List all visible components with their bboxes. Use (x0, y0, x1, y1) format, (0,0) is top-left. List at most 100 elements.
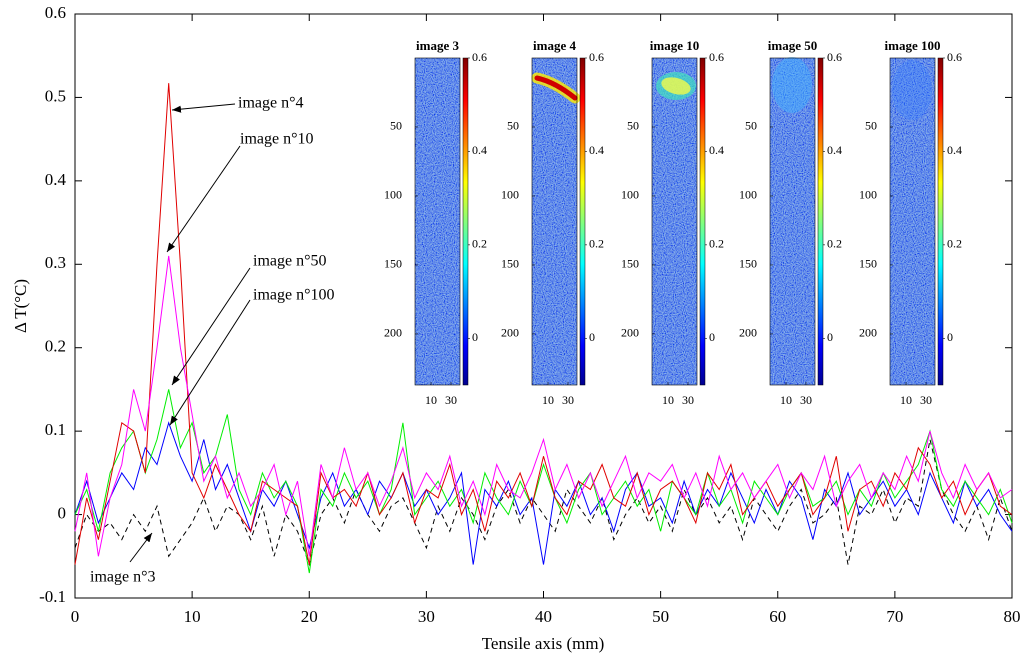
annotation-arrow (169, 299, 251, 426)
inset-y-tick-label: 200 (384, 326, 402, 340)
inset-y-tick-label: 150 (621, 257, 639, 271)
inset-frame (651, 57, 698, 386)
inset-y-tick-label: 100 (859, 188, 877, 202)
annotation-arrow (171, 267, 251, 386)
inset-x-tick-label: 30 (920, 393, 932, 407)
inset-y-tick-label: 150 (859, 257, 877, 271)
colorbar-tick-label: 0 (472, 330, 478, 344)
inset-title: image 10 (650, 38, 699, 53)
colorbar (699, 57, 706, 386)
colorbar-tick-label: 0.6 (709, 50, 724, 64)
inset-y-tick-label: 100 (739, 188, 757, 202)
inset-title: image 100 (885, 38, 941, 53)
annotation-arrow (166, 145, 241, 253)
inset-y-tick-label: 50 (745, 119, 757, 133)
x-axis-label: Tensile axis (mm) (482, 634, 605, 653)
colorbar-tick-label: 0.2 (827, 237, 842, 251)
inset-y-tick-label: 100 (384, 188, 402, 202)
y-tick-label: 0.4 (45, 170, 67, 189)
annotation: image n°100 (253, 287, 335, 304)
x-tick-label: 40 (535, 607, 552, 626)
colorbar (579, 57, 586, 386)
annotation: image n°4 (238, 95, 304, 112)
inset-x-tick-label: 30 (445, 393, 457, 407)
colorbar-tick-label: 0 (589, 330, 595, 344)
annotation-arrow (129, 532, 153, 563)
colorbar-tick-label: 0.6 (947, 50, 962, 64)
inset-y-tick-label: 50 (507, 119, 519, 133)
inset-y-tick-label: 50 (390, 119, 402, 133)
annotation-arrow (171, 103, 236, 113)
y-tick-label: 0.1 (45, 420, 66, 439)
inset-x-tick-label: 10 (542, 393, 554, 407)
inset: image 100 50 100 150 200 10 30 0 0.2 0.4 0.6 (859, 38, 962, 407)
inset-x-tick-label: 10 (425, 393, 437, 407)
inset: image 50 50 100 150 200 10 30 0 0.2 0.4 0.6 (739, 38, 842, 407)
inset-title: image 4 (533, 38, 576, 53)
inset-frame (414, 57, 461, 386)
annotation: image n°50 (253, 253, 327, 270)
inset-y-tick-label: 150 (501, 257, 519, 271)
x-tick-label: 60 (769, 607, 786, 626)
inset-y-tick-label: 150 (739, 257, 757, 271)
y-axis-label: Δ T(°C) (11, 279, 30, 333)
inset-noise (532, 58, 577, 385)
colorbar-tick-label: 0.4 (709, 143, 724, 157)
inset: image 3 50 100 150 200 10 30 0 0.2 0.4 0.6 (384, 38, 487, 407)
inset-x-tick-label: 10 (900, 393, 912, 407)
colorbar (817, 57, 824, 386)
inset-y-tick-label: 50 (865, 119, 877, 133)
annotation: image n°3 (90, 569, 156, 586)
inset-y-tick-label: 200 (739, 326, 757, 340)
series-line (74, 439, 1013, 567)
colorbar-tick-label: 0.2 (947, 237, 962, 251)
colorbar (462, 57, 469, 386)
inset-title: image 50 (768, 38, 817, 53)
colorbar-tick-label: 0.2 (709, 237, 724, 251)
colorbar-tick-label: 0 (947, 330, 953, 344)
inset-y-tick-label: 200 (501, 326, 519, 340)
x-tick-label: 0 (71, 607, 80, 626)
x-tick-label: 30 (418, 607, 435, 626)
inset-x-tick-label: 30 (682, 393, 694, 407)
y-tick-label: 0.3 (45, 253, 66, 272)
inset-hotspot (772, 57, 812, 113)
inset-y-tick-label: 50 (627, 119, 639, 133)
x-tick-label: 70 (886, 607, 903, 626)
inset-x-tick-label: 10 (662, 393, 674, 407)
colorbar-tick-label: 0.6 (589, 50, 604, 64)
inset-x-tick-label: 30 (562, 393, 574, 407)
colorbar-tick-label: 0 (709, 330, 715, 344)
inset-noise (415, 58, 460, 385)
inset-noise (890, 58, 935, 385)
inset-frame (889, 57, 936, 386)
colorbar-tick-label: 0.4 (589, 143, 604, 157)
colorbar-tick-label: 0.4 (827, 143, 842, 157)
colorbar-tick-label: 0.6 (472, 50, 487, 64)
colorbar-tick-label: 0.4 (472, 143, 487, 157)
inset-x-tick-label: 30 (800, 393, 812, 407)
colorbar-tick-label: 0.2 (472, 237, 487, 251)
y-tick-label: 0.2 (45, 337, 66, 356)
x-tick-label: 80 (1004, 607, 1021, 626)
annotation: image n°10 (240, 131, 314, 148)
inset-y-tick-label: 200 (859, 326, 877, 340)
y-tick-label: 0 (58, 503, 67, 522)
inset-title: image 3 (416, 38, 459, 53)
inset-frame (769, 57, 816, 386)
inset-noise (652, 58, 697, 385)
colorbar (937, 57, 944, 386)
inset-y-tick-label: 200 (621, 326, 639, 340)
y-tick-label: -0.1 (39, 587, 66, 606)
colorbar-tick-label: 0.4 (947, 143, 962, 157)
inset-hotspot (661, 77, 691, 95)
x-tick-label: 20 (301, 607, 318, 626)
x-tick-label: 50 (652, 607, 669, 626)
inset: image 10 50 100 150 200 10 30 0 0.2 0.4 0.6 (621, 38, 724, 407)
colorbar-tick-label: 0.2 (589, 237, 604, 251)
y-tick-label: 0.5 (45, 86, 66, 105)
inset-y-tick-label: 150 (384, 257, 402, 271)
inset-y-tick-label: 100 (501, 188, 519, 202)
inset-hotspot (534, 75, 578, 101)
